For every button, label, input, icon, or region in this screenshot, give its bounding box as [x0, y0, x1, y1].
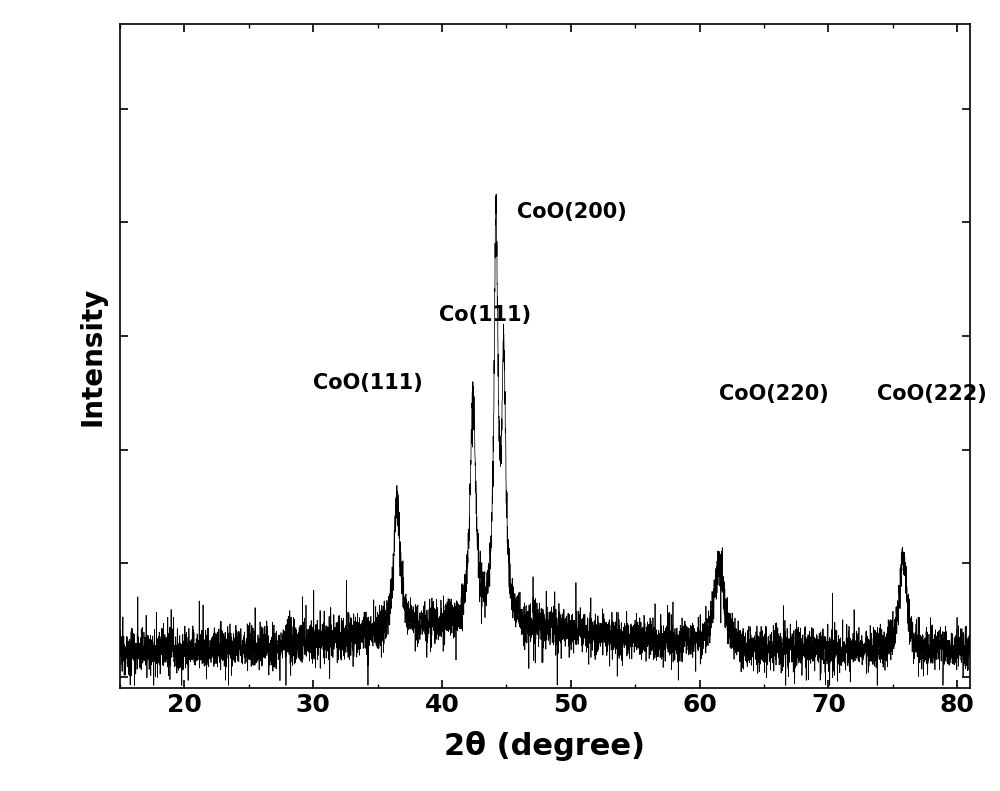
- X-axis label: 2θ (degree): 2θ (degree): [444, 731, 646, 761]
- Text: Co(111): Co(111): [439, 305, 532, 325]
- Text: CoO(222): CoO(222): [877, 384, 987, 404]
- Text: CoO(200): CoO(200): [517, 202, 626, 222]
- Y-axis label: Intensity: Intensity: [78, 286, 106, 426]
- Text: CoO(220): CoO(220): [719, 384, 829, 404]
- Text: CoO(111): CoO(111): [313, 373, 423, 393]
